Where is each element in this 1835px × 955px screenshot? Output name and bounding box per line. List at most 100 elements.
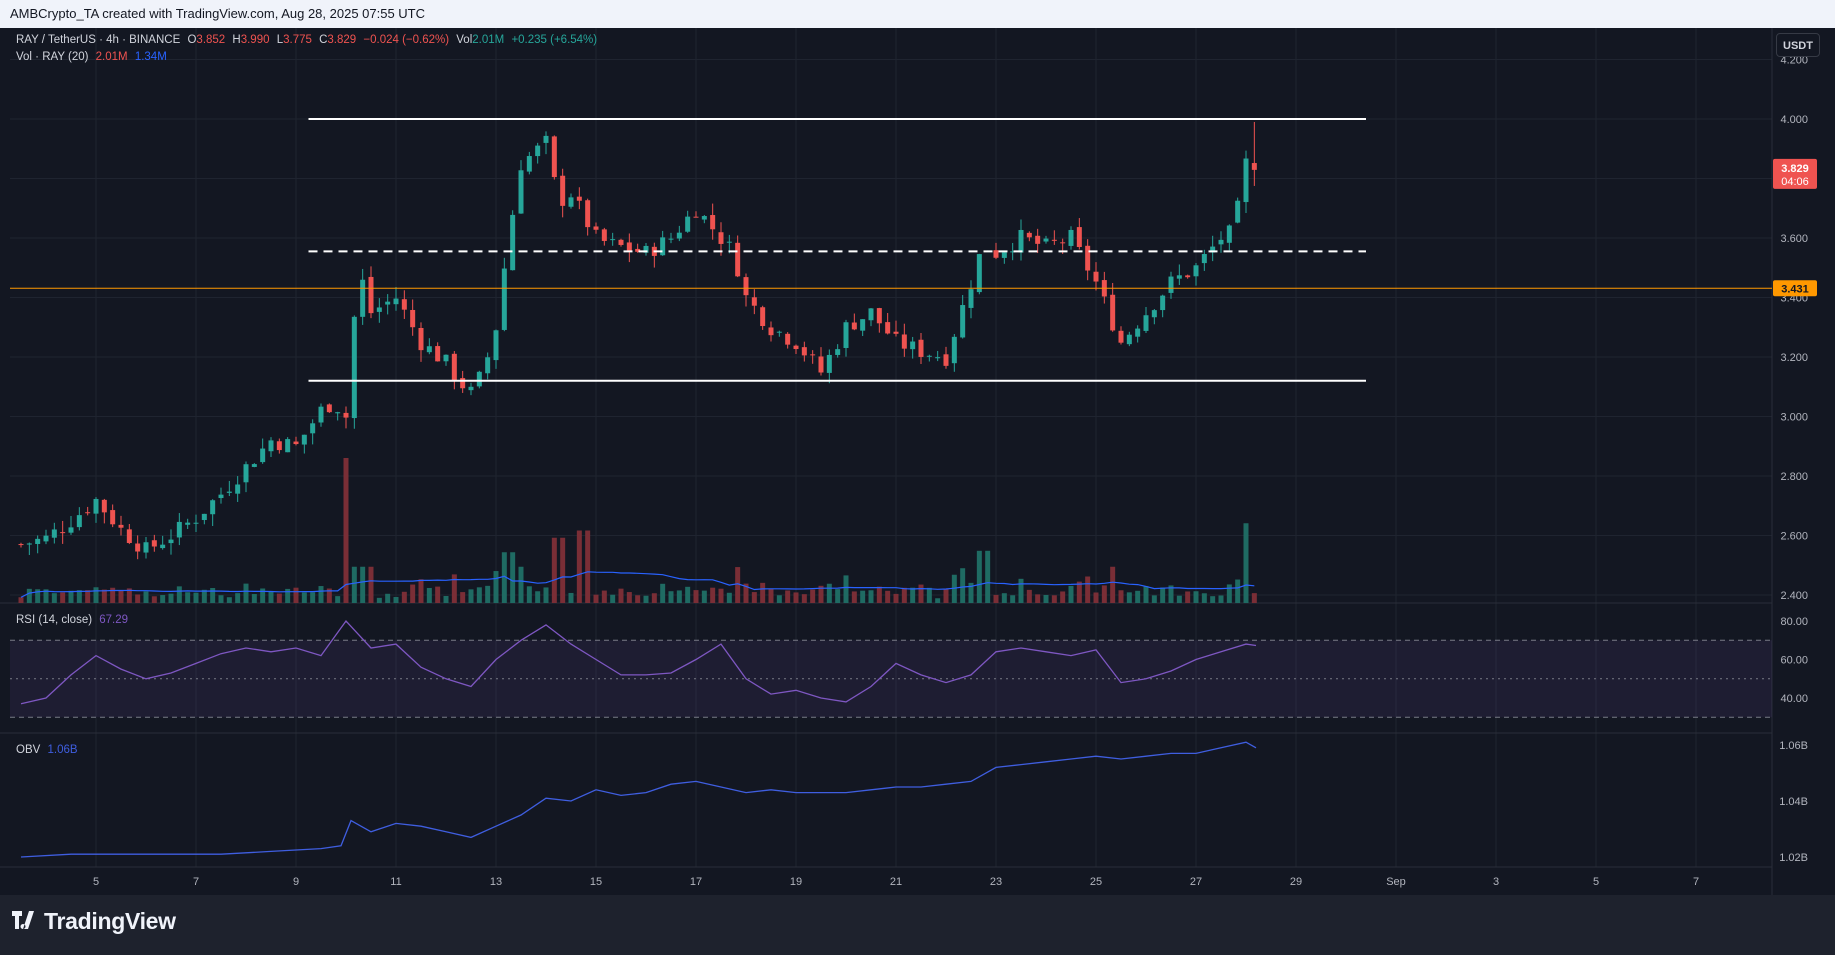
candle-body: [1126, 334, 1132, 345]
vol-indicator-label[interactable]: Vol · RAY (20): [16, 51, 89, 63]
rsi-value: 67.29: [99, 614, 129, 626]
volume-bar: [926, 587, 932, 603]
currency-button[interactable]: USDT: [1776, 33, 1820, 57]
tradingview-logo[interactable]: TradingView: [12, 908, 176, 935]
volume-bar: [93, 587, 99, 603]
candle-body: [26, 543, 32, 545]
volume-bar: [493, 571, 499, 603]
price-tick-label: 2.800: [1780, 471, 1808, 483]
rsi-legend: RSI (14, close) 67.29: [16, 614, 132, 626]
volume-bar: [1093, 592, 1099, 603]
volume-bar: [301, 592, 307, 603]
candle-body: [860, 319, 866, 331]
chart-area[interactable]: 4.2004.0003.8003.6003.4003.2003.0002.800…: [0, 28, 1835, 895]
candle-body: [876, 308, 882, 324]
candle-body: [518, 170, 524, 214]
level-price-label: 3.431: [1781, 283, 1809, 295]
volume-bar: [1118, 590, 1124, 603]
volume-bar: [1201, 593, 1207, 603]
chart-svg[interactable]: 4.2004.0003.8003.6003.4003.2003.0002.800…: [0, 28, 1835, 895]
time-tick-label: 7: [193, 876, 199, 888]
candle-body: [960, 305, 966, 338]
candle-body: [1135, 328, 1141, 337]
rsi-label[interactable]: RSI (14, close): [16, 614, 93, 626]
candle-body: [768, 327, 774, 336]
time-tick-label: 13: [490, 876, 502, 888]
volume-bar: [976, 550, 982, 603]
rsi-tick-label: 40.00: [1780, 693, 1808, 705]
time-tick-label: 25: [1090, 876, 1102, 888]
volume-bar: [118, 590, 124, 603]
candle-body: [701, 216, 707, 220]
time-tick-label: 21: [890, 876, 902, 888]
candle-body: [260, 448, 266, 463]
candle-body: [401, 299, 407, 310]
volume-bar: [243, 583, 249, 603]
volume-bar: [893, 593, 899, 603]
volume-bar: [876, 586, 882, 603]
volume-bar: [1210, 596, 1216, 603]
candle-body: [501, 268, 507, 330]
candle-body: [1118, 330, 1124, 343]
candle-body: [493, 330, 499, 361]
candle-body: [326, 404, 332, 413]
volume-bar: [576, 530, 582, 603]
range-lines: [10, 118, 1772, 382]
volume-bar: [235, 593, 241, 603]
obv-label[interactable]: OBV: [16, 744, 41, 756]
volume-bar: [960, 568, 966, 603]
candle-body: [118, 524, 124, 528]
candle-body: [618, 239, 624, 245]
volume-bar: [735, 567, 741, 603]
volume-bar: [1068, 585, 1074, 603]
high-value: 3.990: [240, 34, 270, 46]
tradingview-logo-icon: [12, 909, 38, 935]
last-price-tag: [1773, 158, 1817, 189]
volume-bar: [910, 587, 916, 603]
candle-body: [576, 196, 582, 201]
volume-bar: [585, 530, 591, 603]
volume-bar: [443, 596, 449, 603]
rsi-band-fill: [10, 640, 1772, 718]
volume-bar: [85, 590, 91, 603]
candle-body: [535, 145, 541, 157]
candle-body: [776, 331, 782, 333]
candle-body: [635, 248, 641, 252]
vol-indicator-value: 2.01M: [95, 51, 128, 63]
candle-body: [726, 241, 732, 243]
volume-bar: [510, 552, 516, 603]
volume-bar: [1010, 595, 1016, 603]
symbol-label[interactable]: RAY / TetherUS · 4h · BINANCE: [16, 34, 181, 46]
candle-body: [568, 197, 574, 207]
candle-body: [443, 354, 449, 362]
candle-body: [293, 441, 299, 445]
countdown-label: 04:06: [1781, 176, 1809, 188]
candle-body: [993, 250, 999, 258]
candle-body: [1176, 275, 1182, 279]
volume-bar: [168, 593, 174, 603]
close-label: C: [319, 34, 328, 46]
candle-body: [18, 544, 24, 546]
volume-bar: [68, 590, 74, 603]
candle-body: [510, 214, 516, 271]
candle-body: [643, 245, 649, 253]
candle-body: [760, 307, 766, 327]
candle-body: [51, 529, 57, 538]
volume-bar: [760, 582, 766, 603]
candle-body: [485, 357, 491, 374]
candle-body: [835, 349, 841, 355]
volume-bar: [376, 597, 382, 603]
attribution-text: AMBCrypto_TA created with TradingView.co…: [10, 6, 426, 21]
candle-body: [593, 226, 599, 230]
candle-body: [1193, 265, 1199, 277]
candle-body: [918, 339, 924, 357]
time-tick-label: 5: [93, 876, 99, 888]
candle-body: [226, 491, 232, 493]
volume-bar: [260, 588, 266, 603]
candle-body: [1110, 294, 1116, 331]
volume-bar: [635, 595, 641, 603]
candle-body: [1018, 229, 1024, 253]
vol-ma-value: 1.34M: [134, 51, 167, 63]
candle-body: [1243, 158, 1249, 203]
candle-body: [793, 345, 799, 350]
